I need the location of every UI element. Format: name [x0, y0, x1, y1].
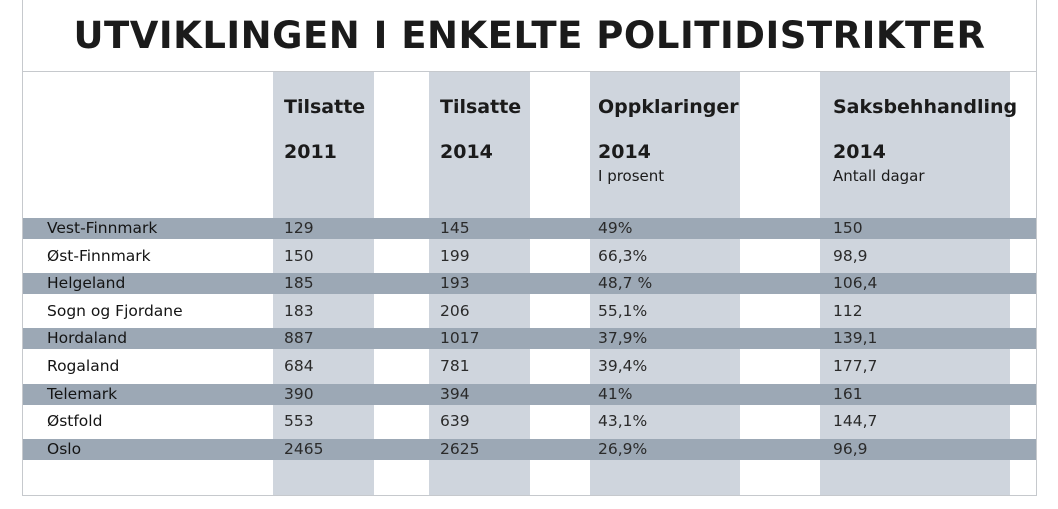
table-cell: 193 — [440, 274, 470, 293]
district-name: Øst-Finnmark — [47, 246, 151, 265]
column-header-year: 2014 — [440, 141, 493, 163]
column-header-label: Oppklaringer — [598, 96, 739, 118]
district-name: Sogn og Fjordane — [47, 301, 183, 320]
row-bar — [23, 273, 1036, 295]
district-name: Rogaland — [47, 357, 120, 375]
page-title: UTVIKLINGEN I ENKELTE POLITIDISTRIKTER — [73, 14, 986, 57]
table-cell: 206 — [440, 301, 470, 320]
table-cell: 106,4 — [833, 274, 878, 293]
column-header-subtitle: I prosent — [598, 167, 665, 185]
column-header-year: 2014 — [833, 141, 886, 163]
column-header-label: Saksbehhandling — [833, 96, 1018, 118]
table-cell: 48,7 % — [598, 274, 653, 293]
table-frame: UTVIKLINGEN I ENKELTE POLITIDISTRIKTER T… — [22, 0, 1037, 496]
table-cell: 394 — [440, 384, 470, 403]
table-cell: 177,7 — [833, 357, 878, 375]
district-name: Østfold — [47, 412, 103, 431]
table-cell: 781 — [440, 357, 470, 375]
table-cell: 39,4% — [598, 357, 648, 375]
table-cell: 2625 — [440, 439, 480, 458]
table-cell: 199 — [440, 246, 470, 265]
table-cell: 150 — [833, 219, 863, 237]
table-cell: 43,1% — [598, 412, 648, 431]
table-cell: 639 — [440, 412, 470, 431]
district-name: Hordaland — [47, 329, 128, 348]
row-bar — [23, 383, 1036, 405]
table-cell: 684 — [284, 357, 314, 375]
column-header-label: Tilsatte — [440, 96, 522, 118]
column-header-year: 2011 — [284, 141, 337, 163]
table-cell: 390 — [284, 384, 314, 403]
column-header-subtitle: Antall dagar — [833, 167, 925, 185]
table-cell: 112 — [833, 301, 863, 320]
table-cell: 55,1% — [598, 301, 648, 320]
district-name: Helgeland — [47, 274, 126, 293]
table-cell: 145 — [440, 219, 470, 237]
table-cell: 150 — [284, 246, 314, 265]
table-cell: 129 — [284, 219, 314, 237]
row-bar — [23, 438, 1036, 460]
row-bar — [23, 218, 1036, 239]
table-cell: 41% — [598, 384, 633, 403]
column-header-year: 2014 — [598, 141, 651, 163]
district-name: Telemark — [47, 384, 118, 403]
table-cell: 26,9% — [598, 439, 648, 458]
column-header-label: Tilsatte — [284, 96, 366, 118]
table-cell: 183 — [284, 301, 314, 320]
table-cell: 98,9 — [833, 246, 868, 265]
table-cell: 1017 — [440, 329, 480, 348]
table-cell: 49% — [598, 219, 633, 237]
table-cell: 139,1 — [833, 329, 878, 348]
table-cell: 185 — [284, 274, 314, 293]
table-cell: 161 — [833, 384, 863, 403]
table-cell: 37,9% — [598, 329, 648, 348]
row-bar — [23, 328, 1036, 350]
district-name: Oslo — [47, 439, 82, 458]
table-cell: 96,9 — [833, 439, 868, 458]
table-cell: 887 — [284, 329, 314, 348]
district-name: Vest-Finnmark — [47, 219, 158, 237]
title-divider — [23, 71, 1036, 72]
table-cell: 2465 — [284, 439, 324, 458]
table-cell: 553 — [284, 412, 314, 431]
table-cell: 66,3% — [598, 246, 648, 265]
table-cell: 144,7 — [833, 412, 878, 431]
